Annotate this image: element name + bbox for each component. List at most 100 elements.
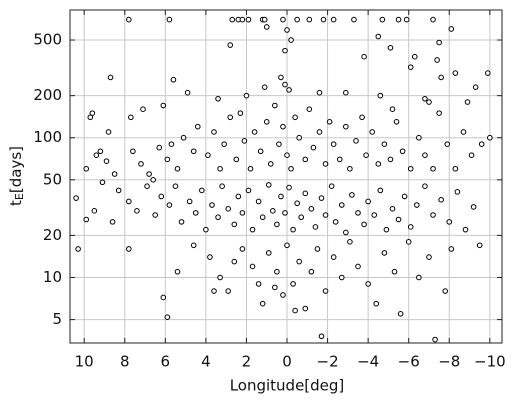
data-point bbox=[290, 281, 296, 287]
data-point bbox=[416, 274, 422, 281]
data-point bbox=[170, 76, 177, 83]
data-point bbox=[318, 333, 325, 340]
data-point bbox=[371, 212, 378, 218]
data-point bbox=[403, 16, 410, 23]
data-point bbox=[231, 258, 238, 265]
y-label-sub: E bbox=[13, 193, 26, 200]
data-point bbox=[194, 123, 201, 130]
data-point bbox=[239, 210, 246, 216]
data-point bbox=[97, 148, 104, 155]
data-point bbox=[280, 292, 286, 298]
data-point bbox=[259, 214, 266, 221]
data-point bbox=[270, 208, 276, 214]
data-point bbox=[347, 239, 353, 245]
data-point bbox=[184, 89, 191, 96]
data-point bbox=[387, 156, 394, 163]
data-point bbox=[276, 141, 282, 147]
x-axis-label: Longitude[deg] bbox=[230, 377, 345, 395]
data-point bbox=[430, 165, 436, 172]
data-point bbox=[160, 294, 167, 301]
data-point bbox=[227, 114, 234, 121]
data-point bbox=[235, 193, 242, 200]
data-point bbox=[144, 183, 150, 190]
data-point bbox=[438, 196, 444, 203]
data-point bbox=[397, 311, 404, 317]
data-point bbox=[468, 152, 475, 158]
data-point bbox=[359, 114, 365, 121]
data-point bbox=[261, 16, 268, 23]
data-point bbox=[211, 129, 217, 135]
data-point bbox=[134, 208, 140, 214]
data-point bbox=[351, 16, 357, 23]
data-point bbox=[405, 239, 412, 245]
data-point bbox=[265, 182, 272, 188]
data-point bbox=[377, 187, 384, 194]
plot-frame bbox=[69, 9, 503, 344]
data-point bbox=[111, 171, 118, 177]
data-point bbox=[395, 216, 402, 223]
data-point bbox=[430, 212, 436, 218]
data-point bbox=[249, 226, 256, 233]
data-point bbox=[416, 134, 422, 141]
data-point bbox=[389, 206, 396, 212]
data-point bbox=[436, 110, 442, 116]
data-point bbox=[478, 141, 485, 147]
data-point bbox=[318, 195, 325, 201]
data-point bbox=[272, 284, 278, 291]
data-point bbox=[336, 156, 343, 163]
data-point bbox=[192, 210, 199, 216]
data-point bbox=[93, 152, 100, 158]
data-point bbox=[306, 106, 313, 113]
data-point bbox=[259, 300, 266, 307]
data-point bbox=[363, 152, 369, 158]
y-tick-label: 50 bbox=[43, 170, 62, 188]
data-point bbox=[308, 206, 315, 212]
data-point bbox=[353, 138, 359, 144]
data-point bbox=[343, 123, 349, 130]
data-point bbox=[422, 95, 428, 102]
data-point bbox=[107, 74, 114, 81]
data-point bbox=[383, 226, 390, 233]
data-point bbox=[322, 161, 329, 167]
data-point bbox=[288, 37, 294, 43]
data-point bbox=[288, 165, 294, 172]
data-point bbox=[267, 161, 274, 167]
data-point bbox=[310, 144, 317, 151]
data-point bbox=[296, 134, 302, 141]
data-point bbox=[444, 141, 451, 147]
x-tick-label: −10 bbox=[474, 353, 506, 371]
data-point bbox=[432, 336, 438, 343]
data-point bbox=[375, 33, 382, 40]
x-tick-label: 4 bbox=[201, 353, 211, 371]
data-point bbox=[231, 221, 238, 228]
data-point bbox=[158, 193, 165, 200]
plot-area bbox=[70, 10, 502, 343]
data-point bbox=[407, 64, 414, 70]
y-label-rest: [days] bbox=[7, 146, 25, 193]
data-point bbox=[377, 92, 384, 99]
data-point bbox=[180, 134, 187, 141]
data-point bbox=[282, 210, 288, 216]
data-point bbox=[225, 288, 231, 294]
data-point bbox=[227, 42, 234, 48]
data-point bbox=[312, 224, 319, 230]
data-point bbox=[369, 129, 375, 135]
data-point bbox=[245, 187, 252, 194]
y-tick-label: 20 bbox=[43, 226, 62, 244]
data-point bbox=[280, 16, 286, 23]
data-point bbox=[284, 152, 290, 158]
data-point bbox=[251, 129, 258, 135]
data-point bbox=[130, 148, 136, 155]
data-point bbox=[355, 263, 361, 270]
data-point bbox=[265, 250, 272, 256]
data-point bbox=[126, 16, 132, 23]
data-point bbox=[294, 16, 300, 23]
data-point bbox=[470, 204, 477, 210]
data-point bbox=[280, 123, 286, 130]
data-point bbox=[174, 165, 181, 172]
data-point bbox=[302, 190, 309, 197]
y-label-main: t bbox=[7, 200, 25, 206]
data-point bbox=[326, 119, 333, 125]
data-point bbox=[156, 144, 163, 151]
data-point bbox=[247, 165, 254, 172]
